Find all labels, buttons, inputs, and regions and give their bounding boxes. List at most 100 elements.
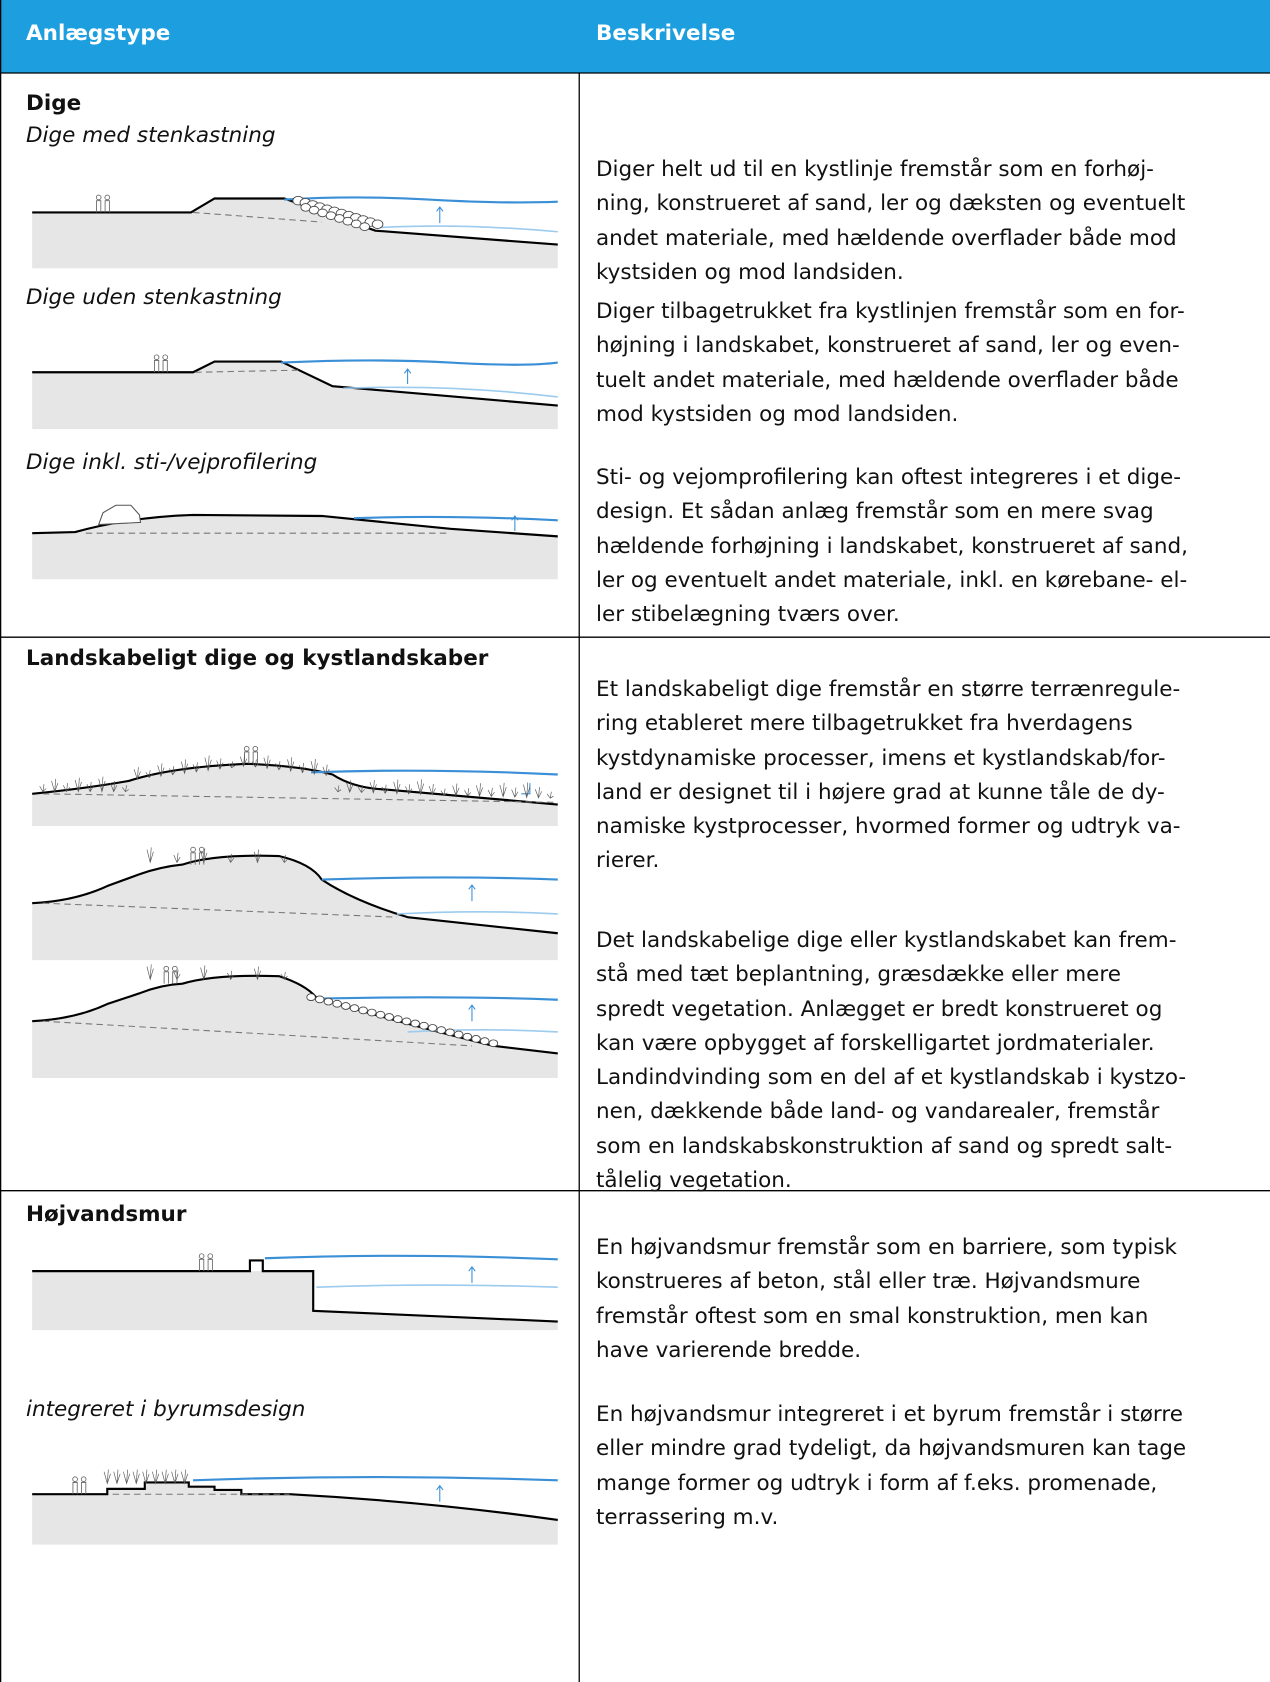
column-header: Beskrivelse bbox=[596, 21, 736, 46]
grass bbox=[146, 847, 154, 864]
grass bbox=[322, 764, 330, 777]
grass bbox=[263, 755, 271, 770]
stone bbox=[462, 1032, 473, 1041]
description: En højvandsmur fremstår som en barriere,… bbox=[596, 1231, 1177, 1368]
person bbox=[80, 1476, 87, 1483]
person bbox=[243, 745, 250, 752]
description-line: tålelig vegetation. bbox=[596, 1168, 792, 1194]
grass bbox=[287, 757, 295, 773]
grass bbox=[416, 779, 424, 796]
stone bbox=[349, 1004, 360, 1013]
description-line: højning i landskabet, konstrueret af san… bbox=[596, 333, 1180, 359]
stone bbox=[471, 1035, 481, 1043]
grass bbox=[133, 767, 141, 780]
person bbox=[81, 1482, 87, 1495]
header-bar bbox=[0, 0, 1270, 73]
grass bbox=[98, 776, 106, 793]
person bbox=[198, 1253, 205, 1259]
description-line: hældende forhøjning i landskabet, konstr… bbox=[596, 533, 1188, 559]
stone bbox=[341, 1002, 351, 1010]
person bbox=[199, 1258, 205, 1272]
grass bbox=[157, 763, 165, 778]
person bbox=[104, 194, 111, 201]
person bbox=[153, 354, 160, 361]
grass bbox=[251, 759, 259, 768]
stone bbox=[332, 999, 342, 1008]
stone bbox=[480, 1037, 490, 1045]
row-subtitle: Dige inkl. sti-/vejprofilering bbox=[26, 450, 318, 475]
grass bbox=[499, 782, 507, 798]
grass bbox=[103, 1469, 111, 1485]
grass bbox=[123, 1469, 131, 1485]
stone bbox=[359, 222, 370, 231]
stone bbox=[488, 1039, 499, 1048]
grass bbox=[228, 761, 236, 769]
description-line: kystsiden og mod landsiden. bbox=[596, 259, 904, 285]
description-line: design. Et sådan anlæg fremstår som en m… bbox=[596, 499, 1154, 525]
person bbox=[154, 360, 160, 373]
grass bbox=[152, 1469, 160, 1485]
grass bbox=[334, 785, 342, 793]
section-flood-wall bbox=[32, 1254, 558, 1331]
grass bbox=[192, 762, 200, 773]
grass bbox=[122, 785, 129, 793]
grass bbox=[74, 777, 82, 793]
grass bbox=[113, 1469, 121, 1485]
section-landscape-c bbox=[32, 974, 558, 1079]
description-line: ring etableret mere tilbagetrukket fra h… bbox=[596, 711, 1133, 737]
stone bbox=[315, 995, 325, 1004]
grass bbox=[393, 779, 401, 795]
description-line: rierer. bbox=[596, 848, 660, 874]
person bbox=[207, 1253, 214, 1259]
grass bbox=[310, 758, 318, 776]
stone bbox=[375, 1010, 386, 1019]
grass bbox=[216, 758, 224, 770]
grass bbox=[62, 783, 70, 793]
description-line: andet materiale, med hældende overflader… bbox=[596, 225, 1177, 251]
description-line: Det landskabelige dige eller kystlandska… bbox=[596, 928, 1177, 953]
description: Et landskabeligt dige fremstår en større… bbox=[596, 673, 1181, 879]
grass bbox=[253, 849, 261, 864]
grass bbox=[169, 766, 177, 776]
grass bbox=[227, 970, 235, 980]
description-line: ning, konstrueret af sand, ler og dækste… bbox=[596, 191, 1186, 217]
grass bbox=[142, 1469, 150, 1485]
section-landscape-b bbox=[32, 854, 558, 961]
stone bbox=[419, 1021, 429, 1030]
grass bbox=[51, 778, 59, 793]
description: Diger helt ud til en kystlinje fremstår … bbox=[596, 153, 1185, 290]
row-title: Dige bbox=[26, 91, 82, 116]
person bbox=[95, 194, 102, 201]
person bbox=[163, 971, 169, 984]
description-line: Diger tilbagetrukket fra kystlinjen frem… bbox=[596, 299, 1185, 324]
person bbox=[252, 745, 259, 752]
grass bbox=[464, 788, 472, 797]
description-line: have varierende bredde. bbox=[596, 1337, 862, 1363]
stone bbox=[371, 219, 384, 229]
grass bbox=[227, 853, 235, 864]
grass bbox=[200, 848, 208, 864]
stone bbox=[323, 997, 334, 1006]
description-line: mange former og udtryk i form af f.eks. … bbox=[596, 1470, 1158, 1496]
stone bbox=[436, 1026, 447, 1034]
grass bbox=[86, 781, 94, 793]
description-line: En højvandsmur integreret i et byrum fre… bbox=[596, 1402, 1183, 1427]
person bbox=[172, 965, 178, 972]
description-line: terrassering m.v. bbox=[596, 1504, 779, 1530]
grass bbox=[428, 783, 436, 796]
grass bbox=[405, 784, 413, 795]
grass bbox=[440, 788, 448, 796]
description-line: eller mindre grad tydeligt, da højvandsm… bbox=[596, 1436, 1187, 1462]
grass bbox=[253, 966, 261, 981]
grass bbox=[39, 784, 47, 793]
grass bbox=[546, 791, 554, 799]
stone bbox=[358, 1006, 368, 1015]
stone bbox=[410, 1019, 420, 1028]
row-title: Landskabeligt dige og kystlandskaber bbox=[26, 646, 489, 671]
description: En højvandsmur integreret i et byrum fre… bbox=[596, 1398, 1186, 1535]
stone bbox=[445, 1028, 455, 1037]
description-line: Diger helt ud til en kystlinje fremstår … bbox=[596, 157, 1154, 182]
